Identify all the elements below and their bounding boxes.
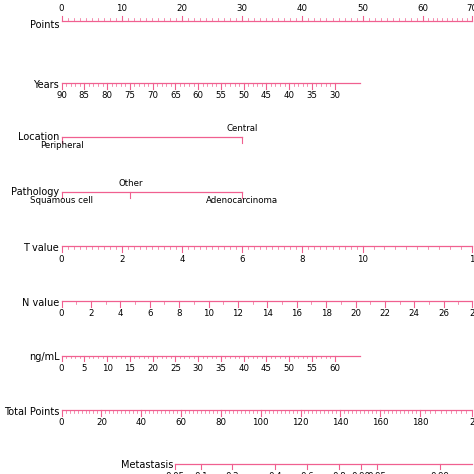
Text: 26: 26 (438, 309, 449, 318)
Text: 40: 40 (136, 418, 147, 427)
Text: 160: 160 (372, 418, 388, 427)
Text: 20: 20 (350, 309, 361, 318)
Text: 180: 180 (412, 418, 428, 427)
Text: 0: 0 (59, 255, 64, 264)
Text: 8: 8 (176, 309, 182, 318)
Text: 30: 30 (237, 4, 248, 13)
Text: 80: 80 (101, 91, 113, 100)
Text: 55: 55 (306, 364, 318, 373)
Text: 2: 2 (469, 418, 474, 427)
Text: 0: 0 (59, 309, 64, 318)
Text: 6: 6 (147, 309, 153, 318)
Text: 16: 16 (291, 309, 302, 318)
Text: 24: 24 (409, 309, 420, 318)
Text: 15: 15 (124, 364, 136, 373)
Text: 60: 60 (417, 4, 428, 13)
Text: 30: 30 (192, 364, 204, 373)
Text: 0.95: 0.95 (367, 472, 386, 474)
Text: 0.90: 0.90 (352, 472, 371, 474)
Text: 90: 90 (56, 91, 67, 100)
Text: 45: 45 (261, 91, 272, 100)
Text: 0.05: 0.05 (166, 472, 185, 474)
Text: 10: 10 (203, 309, 214, 318)
Text: 0.8: 0.8 (332, 472, 346, 474)
Text: T value: T value (24, 243, 59, 254)
Text: 4: 4 (118, 309, 123, 318)
Text: 60: 60 (175, 418, 187, 427)
Text: Peripheral: Peripheral (40, 142, 83, 150)
Text: Years: Years (34, 80, 59, 90)
Text: 0.4: 0.4 (269, 472, 282, 474)
Text: Metastasis: Metastasis (121, 460, 173, 471)
Text: 55: 55 (215, 91, 227, 100)
Text: Total Points: Total Points (4, 407, 59, 417)
Text: 5: 5 (82, 364, 87, 373)
Text: 10: 10 (357, 255, 368, 264)
Text: 14: 14 (262, 309, 273, 318)
Text: Other: Other (118, 179, 143, 188)
Text: 0.1: 0.1 (194, 472, 208, 474)
Text: 10: 10 (116, 4, 128, 13)
Text: 20: 20 (96, 418, 107, 427)
Text: 85: 85 (79, 91, 90, 100)
Text: 80: 80 (215, 418, 227, 427)
Text: 65: 65 (170, 91, 181, 100)
Text: Pathology: Pathology (11, 187, 59, 197)
Text: 0: 0 (59, 4, 64, 13)
Text: 120: 120 (292, 418, 309, 427)
Text: Squamous cell: Squamous cell (30, 196, 93, 205)
Text: 22: 22 (379, 309, 391, 318)
Text: 1: 1 (469, 255, 474, 264)
Text: 2: 2 (119, 255, 125, 264)
Text: 18: 18 (320, 309, 332, 318)
Text: 75: 75 (124, 91, 136, 100)
Text: 50: 50 (357, 4, 368, 13)
Text: 40: 40 (283, 91, 295, 100)
Text: N value: N value (22, 298, 59, 308)
Text: 35: 35 (306, 91, 318, 100)
Text: 40: 40 (297, 4, 308, 13)
Text: 4: 4 (179, 255, 185, 264)
Text: 20: 20 (147, 364, 158, 373)
Text: Location: Location (18, 132, 59, 143)
Text: 60: 60 (329, 364, 340, 373)
Text: 10: 10 (101, 364, 113, 373)
Text: 2: 2 (88, 309, 94, 318)
Text: 50: 50 (283, 364, 295, 373)
Text: 0.6: 0.6 (301, 472, 314, 474)
Text: 0.99: 0.99 (430, 472, 449, 474)
Text: 25: 25 (170, 364, 181, 373)
Text: Points: Points (30, 20, 59, 30)
Text: 2: 2 (469, 309, 474, 318)
Text: 0.2: 0.2 (226, 472, 239, 474)
Text: Central: Central (226, 125, 257, 133)
Text: 60: 60 (192, 91, 204, 100)
Text: 50: 50 (238, 91, 249, 100)
Text: 35: 35 (215, 364, 227, 373)
Text: 12: 12 (232, 309, 244, 318)
Text: 20: 20 (176, 4, 188, 13)
Text: Adenocarcinoma: Adenocarcinoma (206, 196, 278, 205)
Text: 100: 100 (253, 418, 269, 427)
Text: 70: 70 (466, 4, 474, 13)
Text: 45: 45 (261, 364, 272, 373)
Text: 0: 0 (59, 418, 64, 427)
Text: 40: 40 (238, 364, 249, 373)
Text: 30: 30 (329, 91, 340, 100)
Text: 140: 140 (332, 418, 348, 427)
Text: 70: 70 (147, 91, 158, 100)
Text: 8: 8 (300, 255, 305, 264)
Text: 6: 6 (239, 255, 245, 264)
Text: 0: 0 (59, 364, 64, 373)
Text: ng/mL: ng/mL (28, 352, 59, 363)
